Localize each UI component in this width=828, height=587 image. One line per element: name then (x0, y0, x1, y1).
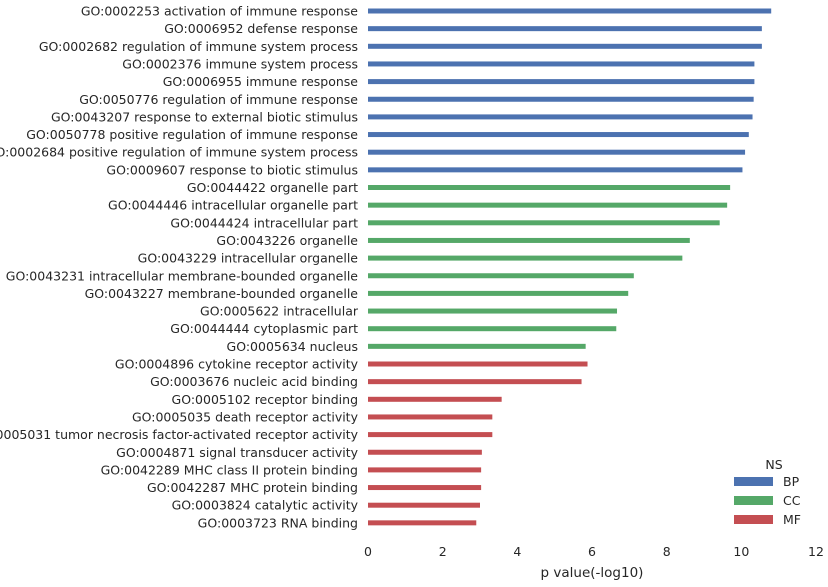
y-tick-label: GO:0043227 membrane-bounded organelle (85, 286, 359, 301)
bar-6 (368, 114, 753, 120)
y-tick-label: GO:0042287 MHC protein binding (147, 480, 358, 495)
bar-0 (368, 8, 772, 14)
legend: NS BP CC MF (734, 457, 801, 527)
bar-5 (368, 96, 754, 102)
x-tick-label: 6 (588, 544, 596, 559)
bar-29 (368, 520, 477, 526)
bar-21 (368, 379, 582, 385)
x-tick-label: 0 (364, 544, 372, 559)
bar-14 (368, 255, 683, 261)
y-tick-label: GO:0005634 nucleus (227, 339, 358, 354)
y-tick-label: GO:0005622 intracellular (200, 304, 359, 319)
y-tick-label: GO:0003824 catalytic activity (172, 498, 359, 513)
legend-swatch-cc (734, 496, 773, 505)
bar-9 (368, 167, 743, 173)
legend-label-mf: MF (783, 512, 801, 527)
y-tick-label: GO:0003676 nucleic acid binding (150, 374, 358, 389)
x-tick-label: 8 (663, 544, 671, 559)
bars-group (368, 8, 772, 526)
y-tick-label: GO:0043226 organelle (216, 233, 358, 248)
bar-27 (368, 485, 482, 491)
bar-11 (368, 202, 728, 208)
y-tick-label: GO:0004896 cytokine receptor activity (115, 357, 359, 372)
y-tick-label: GO:0002682 regulation of immune system p… (39, 39, 358, 54)
legend-swatch-mf (734, 515, 773, 524)
y-tick-label: GO:0043229 intracellular organelle (138, 251, 359, 266)
y-tick-label: GO:0044444 cytoplasmic part (170, 321, 358, 336)
bar-26 (368, 467, 482, 473)
bar-13 (368, 237, 690, 243)
x-tick-label: 10 (733, 544, 749, 559)
bar-1 (368, 26, 762, 32)
legend-label-bp: BP (783, 474, 800, 489)
y-tick-label: GO:0044424 intracellular part (170, 215, 358, 230)
y-tick-label: GO:0044422 organelle part (187, 180, 358, 195)
y-tick-label: GO:0003723 RNA binding (198, 515, 358, 530)
y-tick-label: GO:0050778 positive regulation of immune… (26, 127, 358, 142)
bar-22 (368, 396, 502, 402)
y-tick-label: GO:0002376 immune system process (122, 56, 358, 71)
y-tick-labels: GO:0002253 activation of immune response… (0, 4, 359, 531)
x-tick-labels: 0 2 4 6 8 10 12 (364, 544, 824, 559)
bar-28 (368, 502, 480, 508)
bar-16 (368, 290, 629, 296)
legend-entries: BP CC MF (734, 474, 801, 527)
y-tick-label: GO:0043207 response to external biotic s… (51, 109, 358, 124)
y-tick-label: GO:0002253 activation of immune response (81, 4, 358, 19)
x-tick-label: 2 (439, 544, 447, 559)
y-tick-label: GO:0009607 response to biotic stimulus (106, 162, 358, 177)
y-tick-label: GO:0002684 positive regulation of immune… (0, 145, 358, 160)
legend-swatch-bp (734, 477, 773, 486)
bar-19 (368, 343, 586, 349)
bar-20 (368, 361, 588, 367)
bar-10 (368, 185, 731, 190)
x-tick-label: 4 (513, 544, 521, 559)
bar-7 (368, 132, 749, 138)
y-tick-label: GO:0005035 death receptor activity (132, 409, 359, 424)
y-tick-label: GO:0044446 intracellular organelle part (108, 198, 358, 213)
y-tick-label: GO:0050776 regulation of immune response (79, 92, 358, 107)
bar-25 (368, 449, 482, 455)
bar-23 (368, 414, 493, 420)
bar-24 (368, 432, 493, 438)
bar-8 (368, 149, 746, 155)
y-tick-label: GO:0004871 signal transducer activity (116, 445, 358, 460)
bar-15 (368, 273, 634, 279)
bar-2 (368, 43, 762, 49)
bar-12 (368, 220, 720, 226)
y-tick-label: GO:0042289 MHC class II protein binding (101, 462, 358, 477)
y-tick-label: GO:0005031 tumor necrosis factor-activat… (0, 427, 359, 442)
x-tick-label: 12 (808, 544, 824, 559)
y-tick-label: GO:0043231 intracellular membrane-bounde… (6, 268, 359, 283)
legend-title: NS (765, 457, 782, 472)
bar-4 (368, 79, 755, 85)
x-axis-label: p value(-log10) (541, 565, 644, 581)
y-tick-label: GO:0006952 defense response (164, 21, 358, 36)
bar-3 (368, 61, 755, 67)
legend-label-cc: CC (783, 493, 801, 508)
y-tick-label: GO:0006955 immune response (163, 74, 359, 89)
bar-17 (368, 308, 618, 314)
bar-18 (368, 326, 617, 332)
y-tick-label: GO:0005102 receptor binding (172, 392, 358, 407)
